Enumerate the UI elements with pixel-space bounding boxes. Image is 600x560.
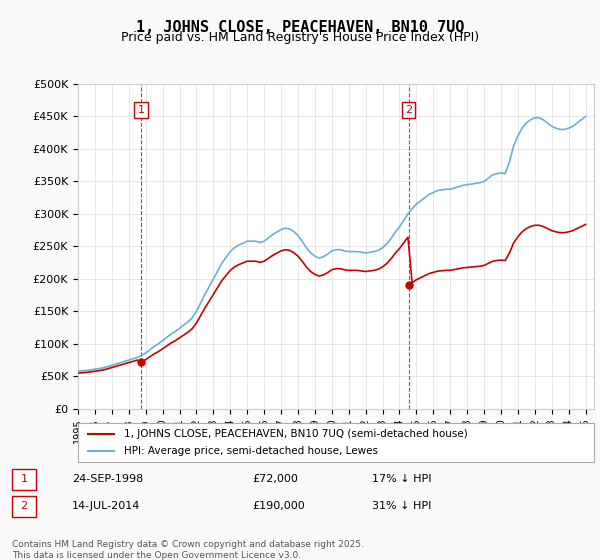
Text: £72,000: £72,000 [252, 474, 298, 484]
Text: HPI: Average price, semi-detached house, Lewes: HPI: Average price, semi-detached house,… [124, 446, 379, 456]
Text: Price paid vs. HM Land Registry's House Price Index (HPI): Price paid vs. HM Land Registry's House … [121, 31, 479, 44]
Text: 24-SEP-1998: 24-SEP-1998 [72, 474, 143, 484]
Text: Contains HM Land Registry data © Crown copyright and database right 2025.
This d: Contains HM Land Registry data © Crown c… [12, 540, 364, 560]
Text: 17% ↓ HPI: 17% ↓ HPI [372, 474, 431, 484]
Text: 1: 1 [20, 474, 28, 484]
Text: £190,000: £190,000 [252, 501, 305, 511]
Text: 14-JUL-2014: 14-JUL-2014 [72, 501, 140, 511]
FancyBboxPatch shape [12, 469, 36, 490]
Text: 2: 2 [20, 501, 28, 511]
Text: 1: 1 [137, 105, 145, 115]
FancyBboxPatch shape [12, 496, 36, 517]
Text: 1, JOHNS CLOSE, PEACEHAVEN, BN10 7UQ (semi-detached house): 1, JOHNS CLOSE, PEACEHAVEN, BN10 7UQ (se… [124, 429, 468, 439]
Text: 31% ↓ HPI: 31% ↓ HPI [372, 501, 431, 511]
Text: 1, JOHNS CLOSE, PEACEHAVEN, BN10 7UQ: 1, JOHNS CLOSE, PEACEHAVEN, BN10 7UQ [136, 20, 464, 35]
Text: 2: 2 [405, 105, 412, 115]
